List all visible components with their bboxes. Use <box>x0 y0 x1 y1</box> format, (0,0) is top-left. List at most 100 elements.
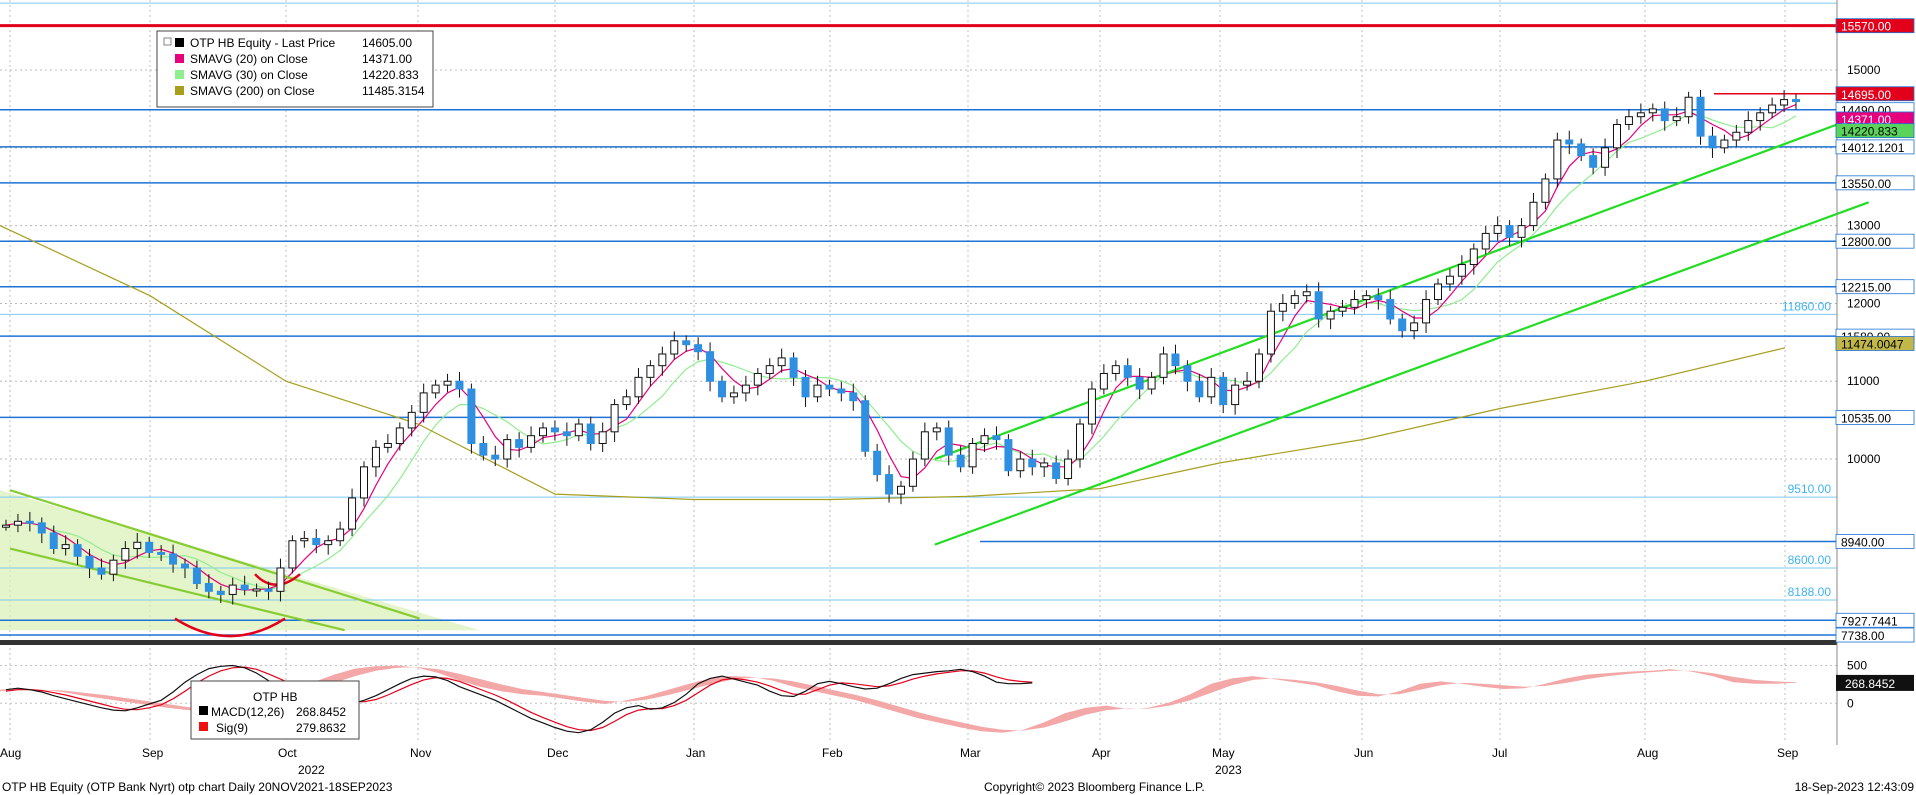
candle-body <box>360 466 368 499</box>
candle-body <box>503 439 512 460</box>
faint-level-label: 8600.00 <box>1788 553 1832 567</box>
candle-body <box>157 551 166 555</box>
macd-last-box <box>1836 674 1914 691</box>
candle-body <box>562 431 571 437</box>
candle-body <box>264 588 273 592</box>
candle-body <box>2 524 10 528</box>
candle-body <box>670 340 679 355</box>
candle-body <box>1087 388 1096 425</box>
candle-body <box>1302 291 1311 297</box>
candle-body <box>61 544 70 550</box>
candle-body <box>956 454 965 468</box>
candle-body <box>837 388 846 394</box>
candle-body <box>1672 116 1681 122</box>
candle-body <box>1147 376 1156 390</box>
falling-channel-shading <box>0 490 480 631</box>
level-label: 14695.00 <box>1841 88 1891 102</box>
faint-level-label: 11860.00 <box>1782 299 1831 313</box>
signal-legend-label: Sig(9) <box>216 721 248 735</box>
sma200-line <box>0 225 1786 501</box>
candle-body <box>1636 112 1645 118</box>
candle-body <box>145 541 154 553</box>
candle-body <box>1195 380 1204 398</box>
macd-legend-box: OTP HB MACD(12,26) 268.8452 Sig(9) 279.8… <box>190 680 360 740</box>
candle-body <box>753 372 762 386</box>
panel-divider-bar <box>0 640 1837 645</box>
candle-body <box>1589 155 1598 168</box>
arc-marker <box>174 617 286 638</box>
candle-body <box>383 442 392 448</box>
candle-body <box>622 396 631 406</box>
candle-body <box>992 435 1001 441</box>
candle-body <box>1350 299 1359 308</box>
month-label: Apr <box>1092 746 1111 760</box>
legend-swatch-sma20 <box>175 54 184 63</box>
candle-body <box>1231 384 1240 406</box>
candle-body <box>1732 131 1741 141</box>
panel-divider <box>0 0 1838 745</box>
candle-body <box>300 537 309 542</box>
candle-body <box>729 392 738 398</box>
candle-body <box>1577 143 1586 157</box>
candle-body <box>181 563 189 569</box>
candle-body <box>1398 318 1407 332</box>
candle-body <box>873 450 882 476</box>
level-label: 7927.7441 <box>1841 614 1898 628</box>
macd-legend-title: OTP HB <box>253 690 297 704</box>
candle-body <box>1684 96 1693 118</box>
candle-body <box>1660 108 1669 122</box>
candle-body <box>1219 376 1228 406</box>
candle-body <box>1111 365 1120 374</box>
candle-body <box>1565 139 1574 145</box>
candle-body <box>348 497 357 530</box>
candle-body <box>980 435 989 444</box>
candle-body <box>479 442 488 456</box>
month-label: May <box>1212 746 1235 760</box>
candle-body <box>1362 295 1371 301</box>
candle-body <box>897 485 905 495</box>
legend-swatch-sma200 <box>175 86 184 95</box>
month-label: Aug <box>0 746 21 760</box>
level-label-box <box>1835 534 1915 549</box>
year-label: 2022 <box>298 763 325 777</box>
candle-body <box>1410 322 1419 332</box>
footer-copyright: Copyright© 2023 Bloomberg Finance L.P. <box>984 780 1205 794</box>
candle-body <box>1529 201 1538 227</box>
candle-body <box>1255 353 1263 382</box>
candle-body <box>1243 380 1252 386</box>
channel-line <box>9 489 420 620</box>
level-label: 14220.833 <box>1841 125 1898 139</box>
month-label: Nov <box>410 746 431 760</box>
candle-body <box>1720 139 1729 149</box>
sma20-line <box>5 104 1797 591</box>
candle-body <box>586 423 595 444</box>
candle-body <box>252 588 261 592</box>
candle-body <box>1481 232 1490 250</box>
signal-legend-swatch <box>199 722 208 731</box>
candle-body <box>1445 275 1454 285</box>
candle-body <box>192 567 201 585</box>
level-label: 11474.0047 <box>1841 337 1904 351</box>
sma30-line <box>5 113 1797 590</box>
channel-line <box>934 201 1869 546</box>
channel-shading <box>0 490 480 631</box>
candle-body <box>885 474 894 495</box>
candle-body <box>1183 365 1192 382</box>
candle-body <box>1326 310 1335 320</box>
candle-body <box>968 442 977 468</box>
footer: OTP HB Equity (OTP Bank Nyrt) otp chart … <box>2 780 1914 794</box>
legend-value-sma30: 14220.833 <box>362 68 419 82</box>
price-tick-label: 11000 <box>1847 374 1880 388</box>
signal-line <box>5 666 1033 732</box>
level-label: 7738.00 <box>1841 629 1885 643</box>
candle-body <box>407 411 416 429</box>
faint-level-label: 8188.00 <box>1788 585 1832 599</box>
candle-body <box>920 431 929 460</box>
axes: 0500100001100012000130001400015000AugSep… <box>0 63 1881 777</box>
faint-level-label: 15860.00 <box>1781 0 1831 2</box>
candle-body <box>312 537 321 546</box>
macd-tick-label: 500 <box>1847 659 1867 673</box>
level-label-box <box>1835 123 1915 139</box>
candle-body <box>85 555 94 569</box>
candle-body <box>932 427 941 433</box>
